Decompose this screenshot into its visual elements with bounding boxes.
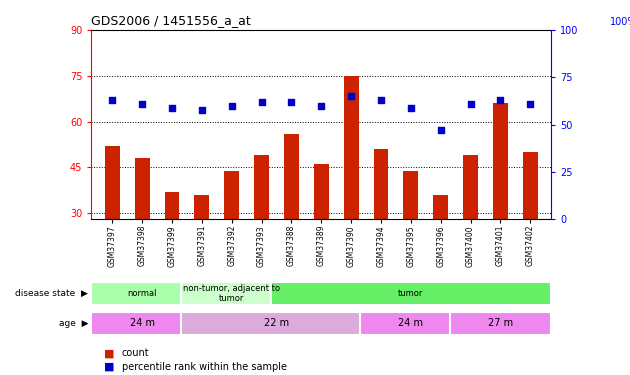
Bar xyxy=(523,152,538,219)
Point xyxy=(376,97,386,103)
Point xyxy=(316,103,326,109)
Bar xyxy=(360,312,462,335)
Bar xyxy=(224,171,239,219)
Bar xyxy=(314,164,329,219)
Point xyxy=(107,97,117,103)
Point xyxy=(197,106,207,112)
Point xyxy=(466,101,476,107)
Point xyxy=(227,103,237,109)
Point xyxy=(256,99,266,105)
Text: count: count xyxy=(122,348,149,358)
Bar xyxy=(254,155,269,219)
Text: non-tumor, adjacent to
tumor: non-tumor, adjacent to tumor xyxy=(183,284,280,303)
Bar xyxy=(135,158,149,219)
Text: ■: ■ xyxy=(104,362,115,372)
Text: 100%: 100% xyxy=(610,17,630,27)
Point xyxy=(287,99,297,105)
Text: GDS2006 / 1451556_a_at: GDS2006 / 1451556_a_at xyxy=(91,15,251,27)
Bar xyxy=(374,149,389,219)
Point xyxy=(167,105,177,111)
Bar xyxy=(450,312,551,335)
Point xyxy=(436,128,446,134)
Bar xyxy=(284,134,299,219)
Bar xyxy=(164,192,180,219)
Bar xyxy=(433,195,448,219)
Bar xyxy=(91,312,193,335)
Point xyxy=(495,97,505,103)
Bar xyxy=(403,171,418,219)
Point xyxy=(406,105,416,111)
Bar xyxy=(105,146,120,219)
Text: 24 m: 24 m xyxy=(398,318,423,328)
Bar xyxy=(91,282,193,305)
Text: percentile rank within the sample: percentile rank within the sample xyxy=(122,362,287,372)
Text: ■: ■ xyxy=(104,348,115,358)
Text: 24 m: 24 m xyxy=(130,318,154,328)
Bar xyxy=(344,76,358,219)
Text: 27 m: 27 m xyxy=(488,318,513,328)
Text: normal: normal xyxy=(127,289,157,298)
Bar xyxy=(181,282,282,305)
Text: tumor: tumor xyxy=(398,289,423,298)
Bar xyxy=(270,282,551,305)
Bar xyxy=(493,103,508,219)
Bar xyxy=(463,155,478,219)
Point xyxy=(137,101,147,107)
Text: disease state  ▶: disease state ▶ xyxy=(15,289,88,298)
Text: 22 m: 22 m xyxy=(264,318,289,328)
Bar xyxy=(181,312,372,335)
Point xyxy=(346,93,356,99)
Text: age  ▶: age ▶ xyxy=(59,319,88,328)
Point xyxy=(525,101,536,107)
Bar xyxy=(195,195,209,219)
